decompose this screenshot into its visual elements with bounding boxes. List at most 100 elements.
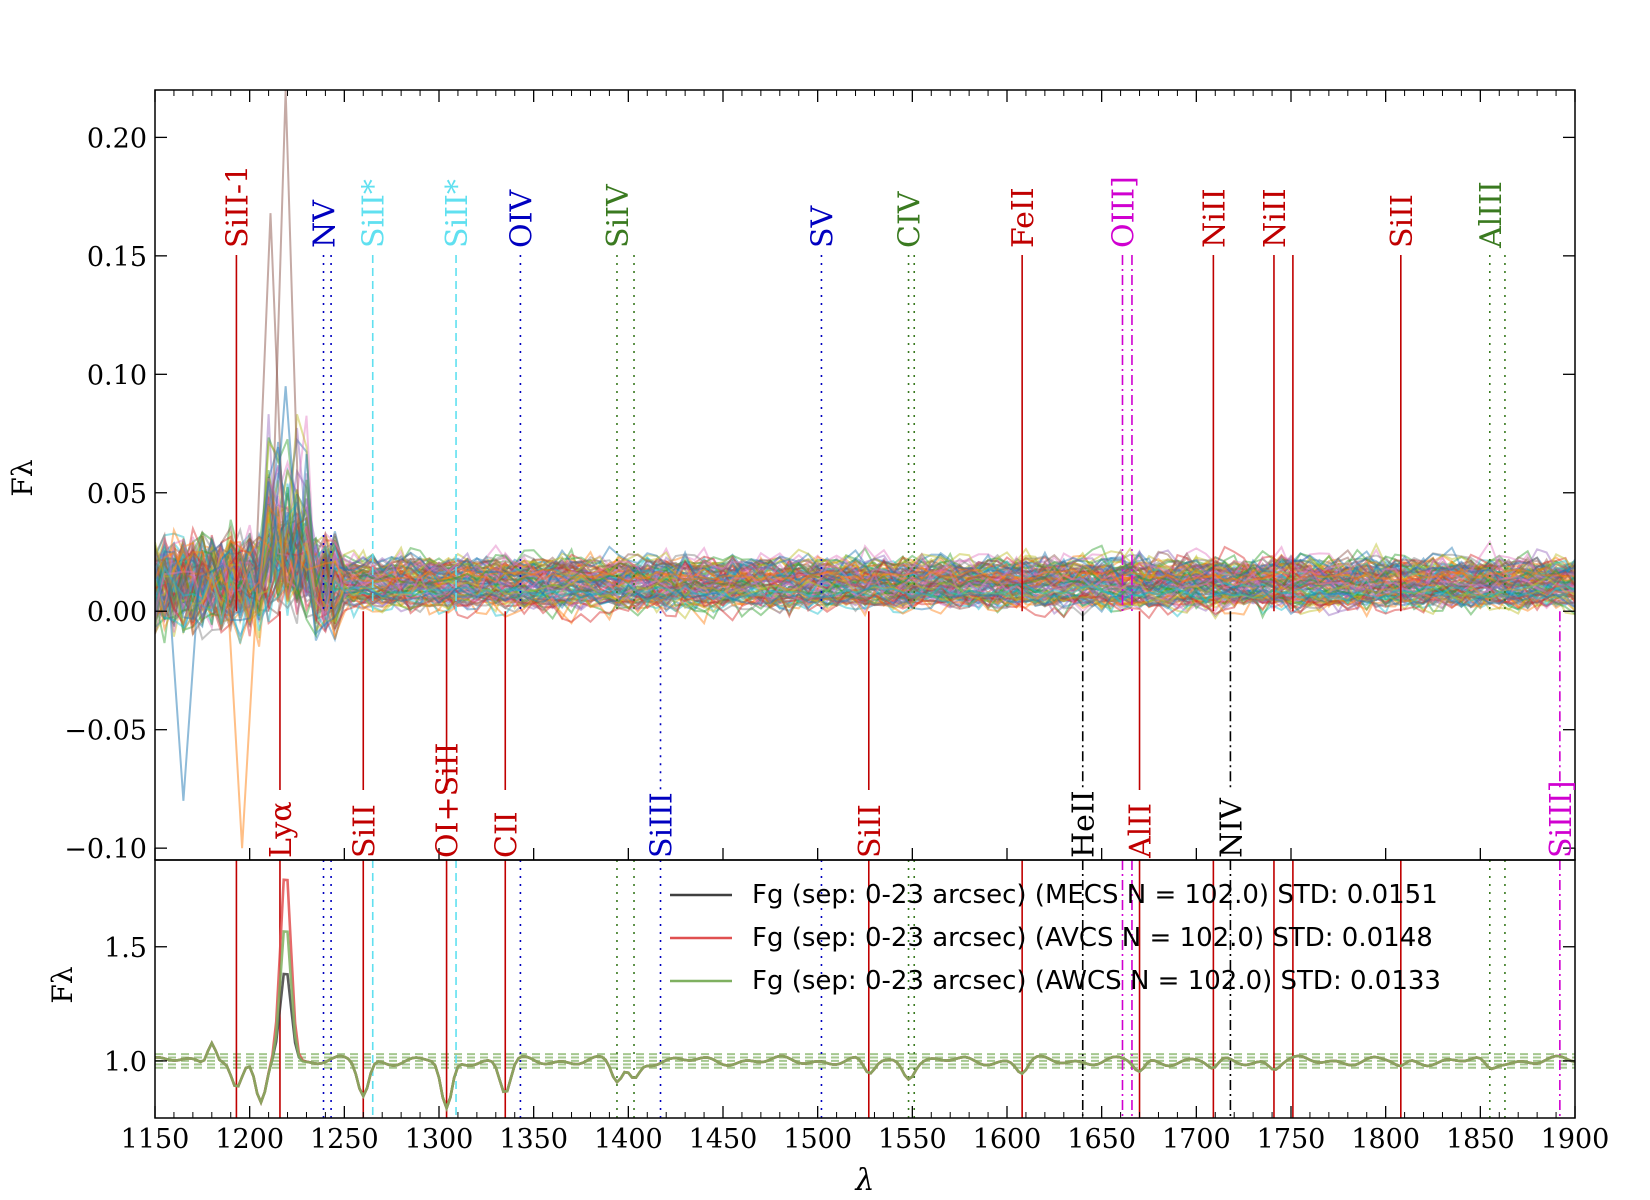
top-trace (155, 530, 1575, 604)
top-trace (155, 466, 1575, 615)
axes: 1150 1200 1250 1300 1350 1400 1450 1500 1550 1600… (64, 89, 1610, 1155)
y-tick-label-top: 0.20 (87, 123, 147, 154)
top-trace (155, 530, 1575, 632)
line-label: NiII (1258, 188, 1293, 248)
top-trace (155, 550, 1575, 637)
y-tick-label-bottom: 1.0 (104, 1047, 147, 1078)
x-tick-label: 1600 (973, 1124, 1042, 1155)
top-trace (155, 503, 1575, 639)
top-trace (155, 525, 1575, 616)
top-trace (155, 541, 1575, 644)
top-trace (155, 516, 1575, 614)
top-trace (155, 437, 1575, 611)
legend-entry: Fg (sep: 0-23 arcsec) (AVCS N = 102.0) S… (752, 923, 1433, 953)
line-labels: SiII-1 Lyα NV SiII SiII* OI+SiII SiII* CII OIV Si… (220, 165, 1578, 859)
top-trace (155, 504, 1575, 601)
top-trace (155, 532, 1575, 605)
line-label: NIV (1214, 797, 1249, 858)
bottom-panel-line-markers (235, 860, 1561, 1118)
top-trace (155, 505, 1575, 612)
line-label: OIV (504, 189, 539, 248)
line-label: CII (489, 811, 524, 858)
top-trace (155, 538, 1575, 613)
x-tick-label: 1250 (310, 1124, 379, 1155)
top-trace (155, 481, 1575, 621)
top-trace (155, 519, 1575, 602)
top-trace (155, 476, 1575, 625)
top-trace (155, 528, 1575, 628)
top-trace-spike (269, 90, 302, 588)
y-tick-label-bottom: 1.5 (104, 933, 147, 964)
line-label: SiII (1385, 194, 1420, 248)
top-trace (155, 536, 1575, 597)
x-axis-label: λ (854, 1163, 874, 1198)
top-trace (155, 505, 1575, 627)
y-tick-label-top: 0.15 (87, 242, 147, 273)
top-trace (155, 528, 1575, 631)
top-trace (155, 516, 1575, 616)
top-trace (155, 558, 1575, 632)
top-trace (155, 519, 1575, 613)
top-trace (155, 521, 1575, 623)
top-trace (155, 514, 1575, 644)
top-trace (155, 552, 1575, 615)
top-trace (155, 525, 1575, 617)
top-trace (155, 526, 1575, 616)
top-trace (155, 481, 1575, 636)
x-tick-label: 1900 (1541, 1124, 1610, 1155)
line-label: HeII (1067, 790, 1102, 858)
top-trace (155, 517, 1575, 612)
top-trace (155, 504, 1575, 613)
top-trace (155, 516, 1575, 607)
top-panel-line-markers (235, 255, 1561, 790)
top-trace (155, 437, 1575, 606)
x-tick-label: 1500 (783, 1124, 852, 1155)
legend-entry: Fg (sep: 0-23 arcsec) (MECS N = 102.0) S… (752, 880, 1438, 910)
top-trace (155, 535, 1575, 612)
top-trace (155, 511, 1575, 615)
top-trace (155, 534, 1575, 647)
top-trace (155, 529, 1575, 614)
x-tick-label: 1350 (499, 1124, 568, 1155)
x-tick-label: 1300 (405, 1124, 474, 1155)
top-trace (155, 557, 1575, 634)
y-tick-label-top: −0.05 (64, 716, 147, 747)
top-trace-spike (269, 386, 302, 588)
top-trace (155, 516, 1575, 609)
top-trace (155, 477, 1575, 624)
top-trace (155, 478, 1575, 629)
top-trace (155, 498, 1575, 609)
top-trace (155, 529, 1575, 620)
line-label: SiII (853, 804, 888, 858)
y-axis-label-bottom: Fλ (46, 966, 79, 1003)
top-trace (155, 466, 1575, 624)
top-trace (155, 549, 1575, 633)
line-label: SiIII (645, 792, 680, 858)
top-trace (155, 414, 1575, 612)
line-label: OIII] (1106, 176, 1141, 248)
top-trace (155, 522, 1575, 628)
top-trace (155, 523, 1575, 611)
top-trace (155, 530, 1575, 619)
top-trace (155, 464, 1575, 612)
top-trace (155, 546, 1575, 628)
top-trace (155, 446, 1575, 620)
top-trace (155, 528, 1575, 633)
top-trace (155, 530, 1575, 622)
top-trace (155, 474, 1575, 637)
top-trace (155, 441, 1575, 633)
top-trace (155, 469, 1575, 598)
top-trace (155, 514, 1575, 623)
top-trace (155, 544, 1575, 643)
y-tick-label-top: 0.05 (87, 479, 147, 510)
top-trace (155, 528, 1575, 591)
top-trace (155, 501, 1575, 629)
line-label: FeII (1006, 187, 1041, 248)
top-trace (155, 544, 1575, 622)
top-trace (155, 490, 1575, 595)
top-trace (155, 546, 1575, 632)
top-trace (155, 507, 1575, 598)
top-trace (155, 550, 1575, 632)
top-trace (155, 480, 1575, 634)
